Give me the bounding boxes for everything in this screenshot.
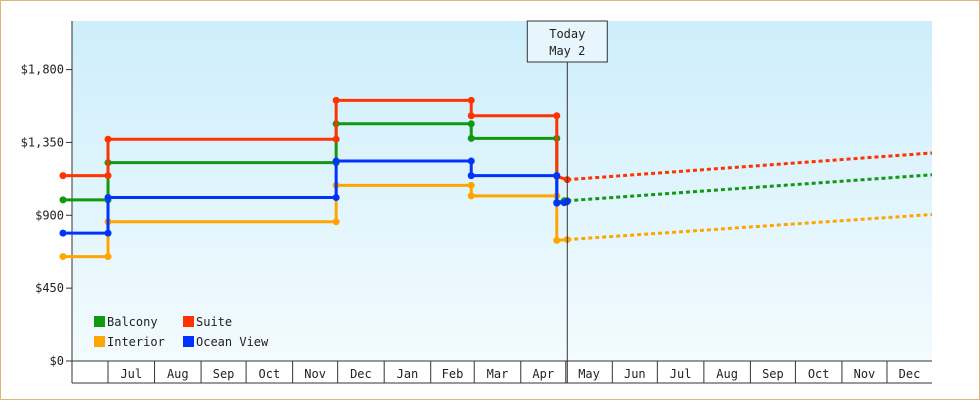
y-tick-label: $0	[50, 354, 64, 368]
series-suite-point	[467, 112, 475, 120]
y-tick-label: $900	[35, 208, 64, 222]
y-tick-label: $1,800	[21, 63, 64, 77]
y-tick-label: $1,350	[21, 135, 64, 149]
x-tick-label: Feb	[442, 367, 464, 381]
series-suite-point	[467, 96, 475, 104]
today-label: Today	[549, 27, 585, 41]
series-balcony-forecast	[567, 173, 933, 203]
series-interior-point	[467, 192, 475, 200]
series-suite-point	[104, 172, 112, 180]
series-ocean-view-point	[59, 229, 67, 237]
legend-ocean-view-swatch	[183, 336, 194, 347]
series-interior-point	[553, 236, 561, 244]
today-date: May 2	[549, 44, 585, 58]
x-tick-label: Oct	[259, 367, 281, 381]
series-ocean-view-point	[104, 229, 112, 237]
series-suite-point	[553, 112, 561, 120]
series-ocean-view-point	[467, 172, 475, 180]
x-tick-label: Sep	[762, 367, 784, 381]
x-tick-label: Dec	[899, 367, 921, 381]
series-balcony-point	[59, 196, 67, 204]
legend-ocean-view-label: Ocean View	[196, 335, 269, 349]
series-suite-point	[332, 96, 340, 104]
x-tick-label: Jul	[670, 367, 692, 381]
legend-balcony-label: Balcony	[107, 315, 158, 329]
series-interior-point	[467, 181, 475, 189]
series-suite-point	[104, 135, 112, 143]
series-interior-line	[62, 183, 568, 259]
series-interior-point	[59, 253, 67, 261]
x-tick-label: Aug	[716, 367, 738, 381]
series-ocean-view-point	[553, 199, 561, 207]
series-interior-point	[332, 218, 340, 226]
today-box	[526, 20, 608, 63]
x-tick-label: May	[578, 367, 600, 381]
series-balcony-point	[467, 120, 475, 128]
x-tick-label: Nov	[854, 367, 876, 381]
series-suite-line	[62, 98, 568, 182]
legend-interior-swatch	[94, 336, 105, 347]
x-tick-label: Mar	[487, 367, 509, 381]
legend-suite-label: Suite	[196, 315, 232, 329]
legend-interior-label: Interior	[107, 335, 165, 349]
plot-area	[72, 21, 932, 361]
x-tick-label: Dec	[350, 367, 372, 381]
series-ocean-view-point	[553, 172, 561, 180]
series-suite-point	[332, 135, 340, 143]
x-tick-label: Aug	[167, 367, 189, 381]
x-tick-label: Oct	[808, 367, 830, 381]
series-ocean-view-point	[332, 193, 340, 201]
x-tick-label: Jul	[120, 367, 142, 381]
series-balcony-point	[467, 134, 475, 142]
legend-balcony-swatch	[94, 316, 105, 327]
series-interior-point	[104, 253, 112, 261]
x-tick-label: Jan	[397, 367, 419, 381]
series-ocean-view-point	[467, 157, 475, 165]
x-tick-label: Nov	[304, 367, 326, 381]
x-tick-label: Sep	[213, 367, 235, 381]
x-tick-label: Apr	[532, 367, 554, 381]
series-interior-forecast	[567, 212, 933, 242]
series-suite-point	[59, 172, 67, 180]
legend-suite-swatch	[183, 316, 194, 327]
x-tick-label: Jun	[624, 367, 646, 381]
series-suite-forecast	[567, 151, 933, 182]
series-ocean-view-point	[332, 157, 340, 165]
y-tick-label: $450	[35, 281, 64, 295]
series-ocean-view-point	[104, 193, 112, 201]
